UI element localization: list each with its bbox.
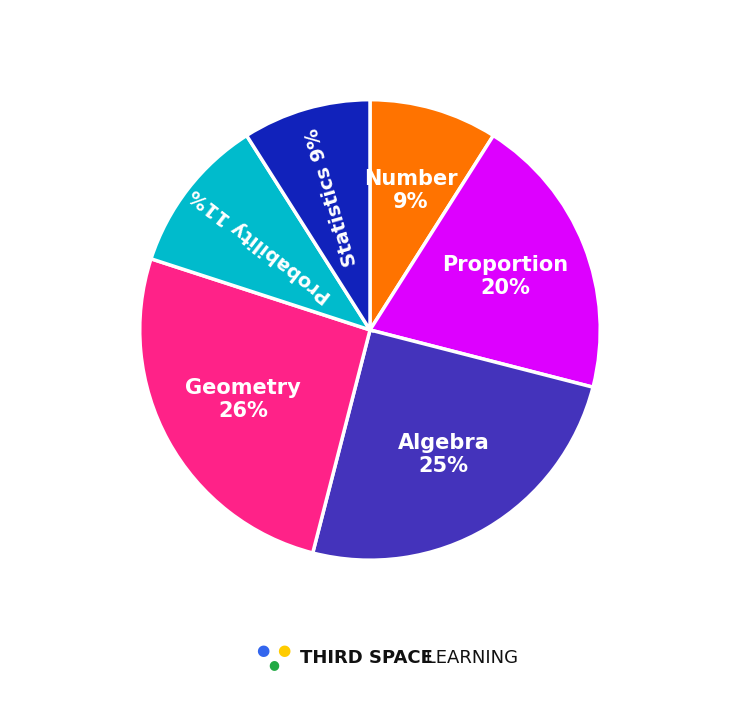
Text: THIRD SPACE: THIRD SPACE xyxy=(300,649,433,667)
Wedge shape xyxy=(151,135,370,330)
Text: ●: ● xyxy=(277,643,290,658)
Wedge shape xyxy=(246,100,370,330)
Wedge shape xyxy=(313,330,593,560)
Text: ●: ● xyxy=(256,643,269,658)
Text: Statistics 9%: Statistics 9% xyxy=(303,126,360,269)
Text: Geometry
26%: Geometry 26% xyxy=(185,378,300,421)
Wedge shape xyxy=(140,259,370,553)
Wedge shape xyxy=(370,135,600,388)
Text: Probability 11%: Probability 11% xyxy=(186,185,335,306)
Wedge shape xyxy=(370,100,494,330)
Text: Proportion
20%: Proportion 20% xyxy=(442,255,568,298)
Text: LEARNING: LEARNING xyxy=(420,649,517,667)
Text: ●: ● xyxy=(269,658,279,671)
Text: Number
9%: Number 9% xyxy=(363,169,457,212)
Text: Algebra
25%: Algebra 25% xyxy=(398,433,490,477)
